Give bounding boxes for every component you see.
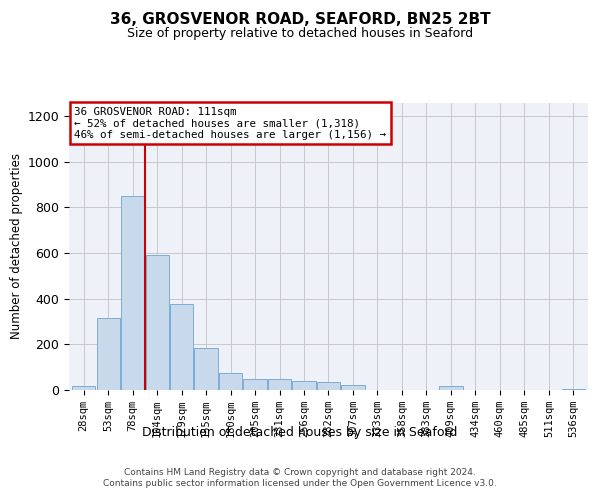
Bar bbox=[146, 256, 169, 390]
Bar bbox=[97, 318, 120, 390]
Text: 36, GROSVENOR ROAD, SEAFORD, BN25 2BT: 36, GROSVENOR ROAD, SEAFORD, BN25 2BT bbox=[110, 12, 490, 28]
Bar bbox=[562, 389, 585, 390]
Bar bbox=[292, 381, 316, 390]
Text: 36 GROSVENOR ROAD: 111sqm
← 52% of detached houses are smaller (1,318)
46% of se: 36 GROSVENOR ROAD: 111sqm ← 52% of detac… bbox=[74, 107, 386, 140]
Text: Distribution of detached houses by size in Seaford: Distribution of detached houses by size … bbox=[142, 426, 458, 439]
Y-axis label: Number of detached properties: Number of detached properties bbox=[10, 153, 23, 340]
Bar bbox=[268, 378, 291, 390]
Bar bbox=[121, 196, 144, 390]
Bar bbox=[439, 386, 463, 390]
Bar bbox=[341, 386, 365, 390]
Bar bbox=[219, 373, 242, 390]
Bar bbox=[170, 304, 193, 390]
Bar bbox=[244, 378, 266, 390]
Bar bbox=[317, 382, 340, 390]
Text: Size of property relative to detached houses in Seaford: Size of property relative to detached ho… bbox=[127, 28, 473, 40]
Bar bbox=[72, 386, 95, 390]
Bar bbox=[194, 348, 218, 390]
Text: Contains HM Land Registry data © Crown copyright and database right 2024.
Contai: Contains HM Land Registry data © Crown c… bbox=[103, 468, 497, 487]
